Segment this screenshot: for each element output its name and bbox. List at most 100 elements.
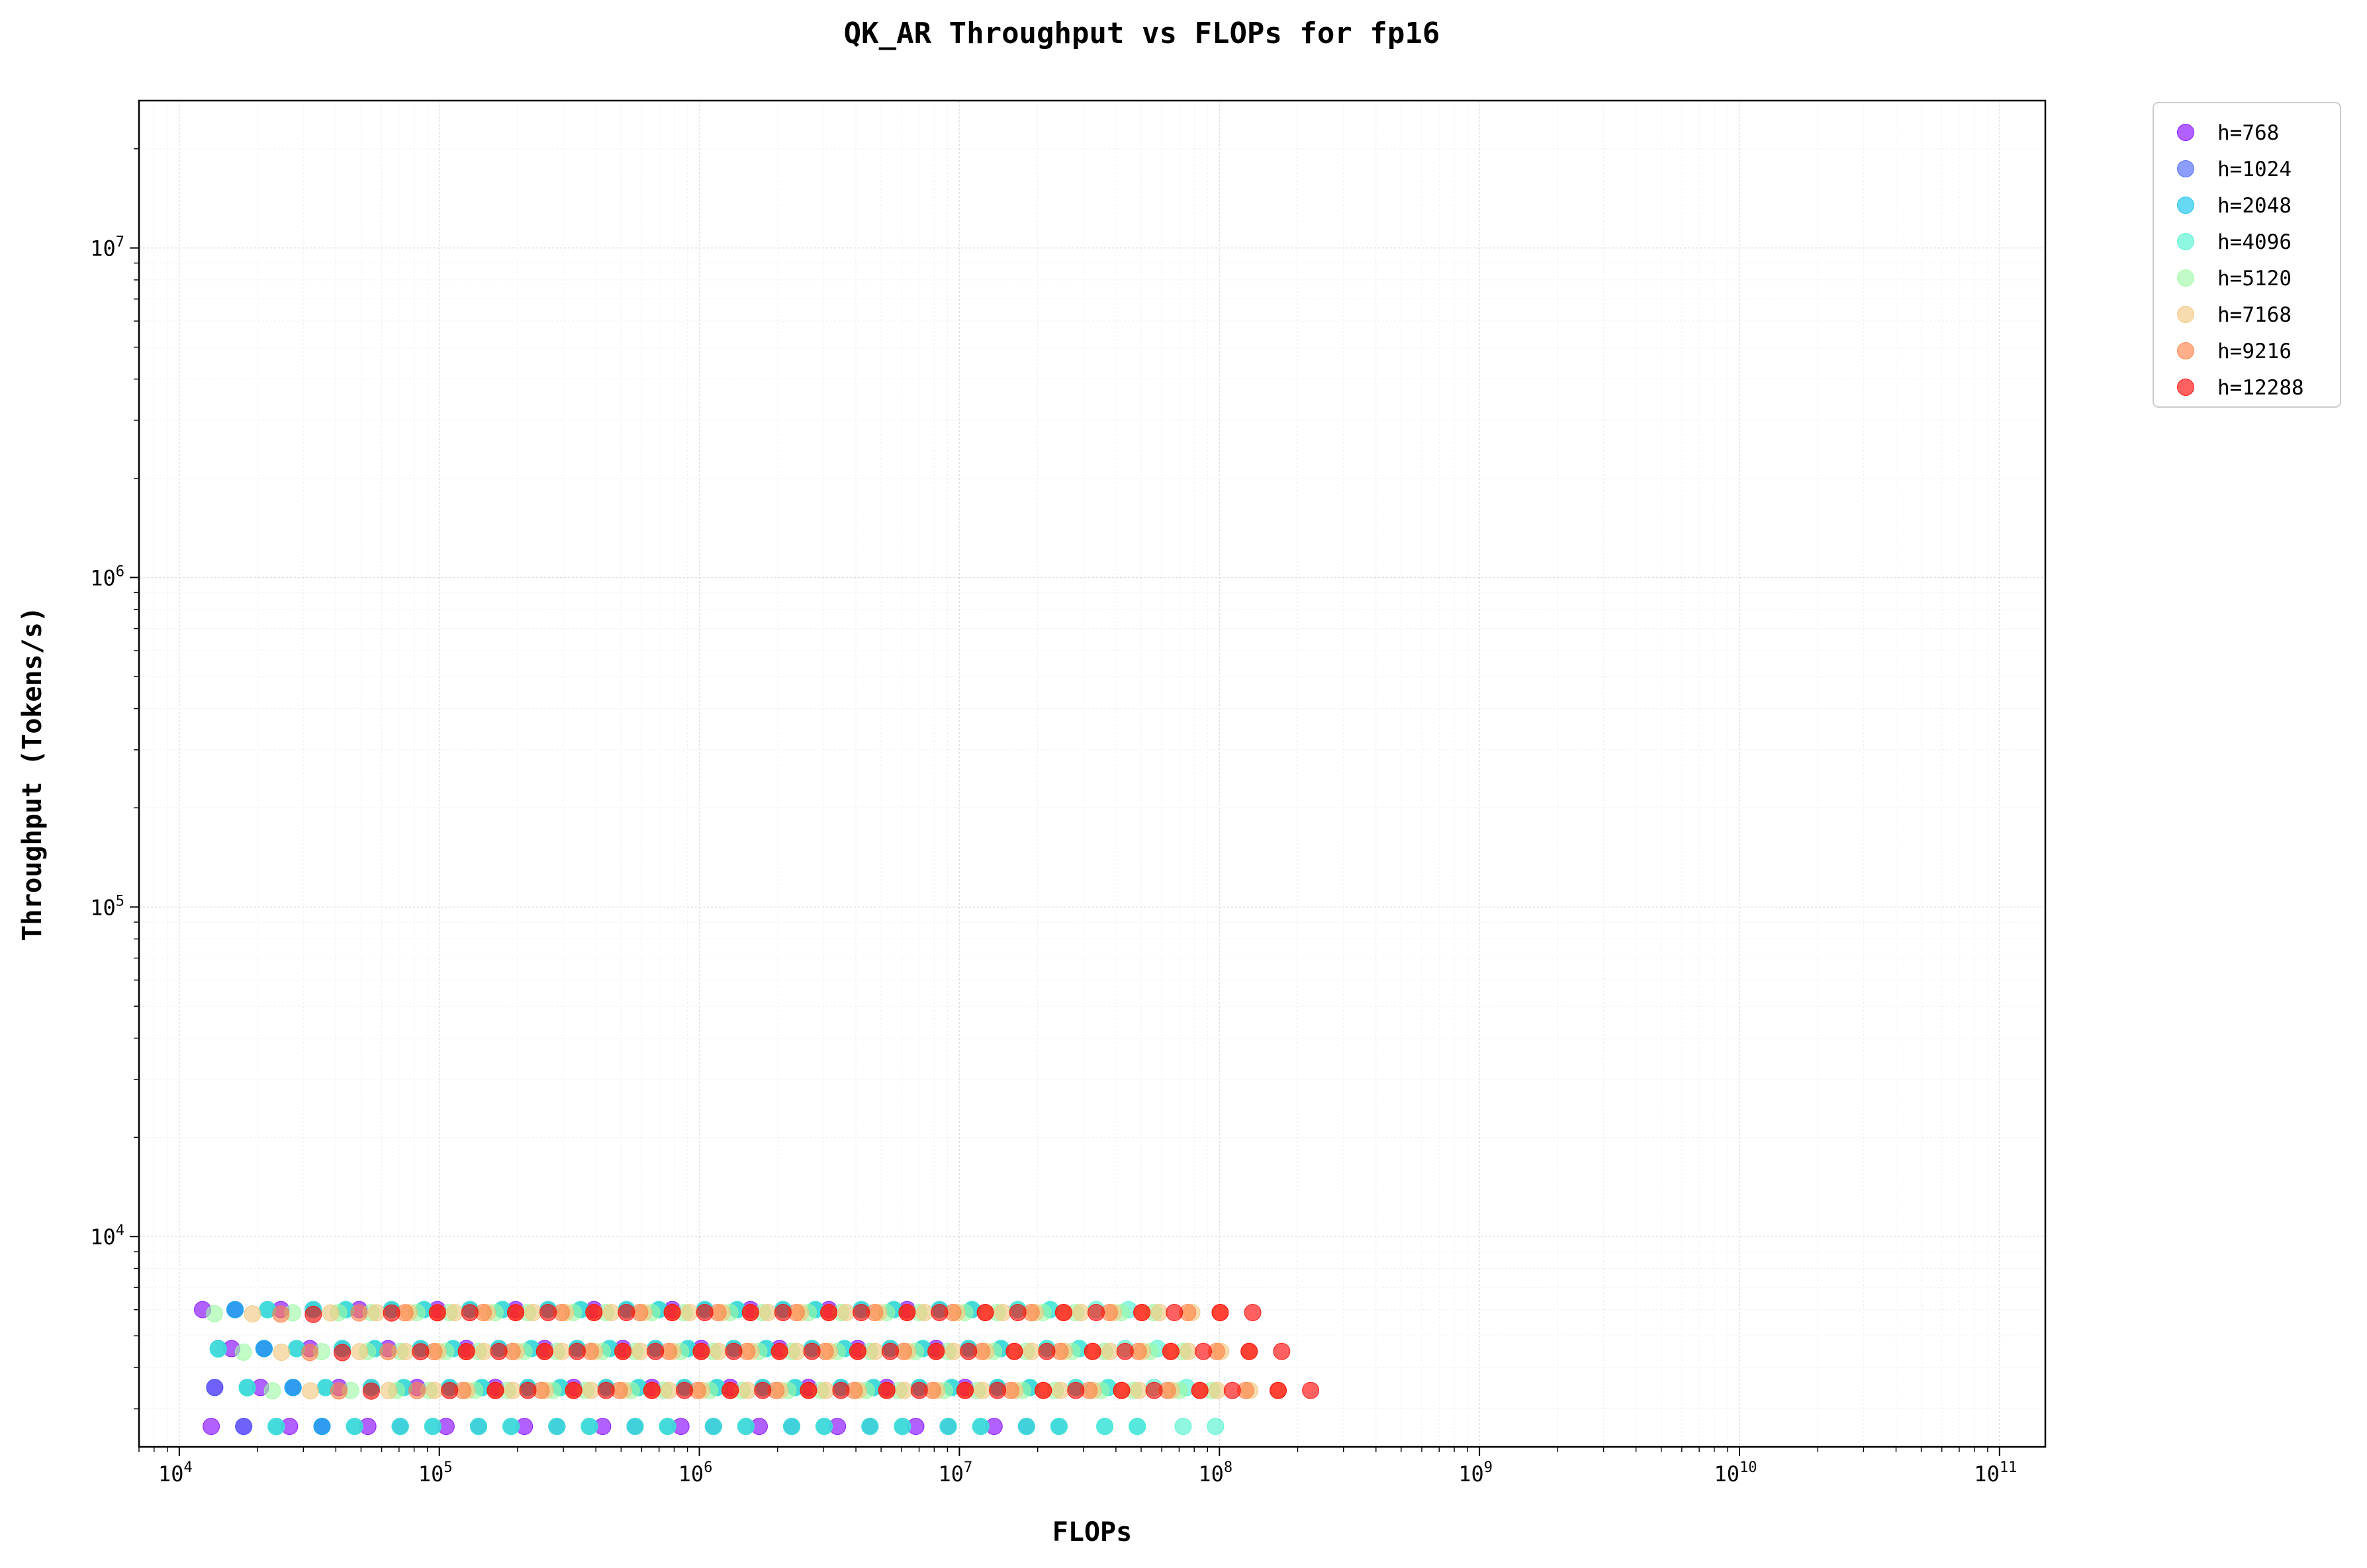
scatter-point [539,1304,557,1321]
scatter-point [209,1340,227,1358]
plot-area-background [139,101,2045,1447]
scatter-point [380,1381,398,1399]
scatter-point [1050,1418,1068,1436]
scatter-point [939,1418,957,1436]
scatter-point [424,1418,441,1436]
y-tick-label: 107 [90,234,124,261]
scatter-point [504,1381,522,1399]
scatter-point [203,1418,220,1436]
scatter-point [1054,1304,1072,1321]
scatter-point [896,1381,913,1399]
scatter-point [898,1304,916,1321]
scatter-point [820,1304,838,1321]
scatter-point [346,1418,363,1436]
scatter-point [226,1301,244,1318]
scatter-point [837,1304,855,1321]
scatter-point [334,1344,351,1361]
scatter-point [301,1344,319,1361]
legend-label: h=12288 [2217,376,2304,400]
scatter-point [945,1342,962,1360]
scatter-point [1195,1342,1212,1360]
scatter-point [519,1381,537,1399]
scatter-point [882,1342,899,1360]
scatter-point [1145,1381,1163,1399]
legend-marker [2177,379,2194,396]
scatter-point [817,1381,835,1399]
scatter-point [272,1305,290,1323]
plot-frame [138,99,2047,1448]
scatter-point [238,1379,256,1397]
scatter-point [1302,1381,1320,1399]
scatter-point [580,1418,598,1436]
scatter-point [861,1418,879,1436]
legend-frame [2153,102,2341,408]
scatter-point [663,1304,681,1321]
scatter-point [362,1382,380,1400]
y-tick-label: 106 [90,563,124,590]
legend-label: h=9216 [2217,340,2292,363]
scatter-point [994,1304,1011,1321]
grid-lines [138,101,2045,1447]
scatter-point [597,1381,615,1399]
scatter-point [754,1381,772,1399]
scatter-point [408,1381,426,1399]
legend-label: h=768 [2217,121,2279,145]
scatter-point [206,1379,224,1397]
scatter-point [585,1304,603,1321]
scatter-point [1150,1304,1168,1321]
scatter-point [426,1381,443,1399]
scatter-point [710,1342,727,1360]
x-axis-label: FLOPs [1052,1517,1132,1547]
scatter-point [894,1418,911,1436]
scatter-point [1211,1304,1229,1321]
axis-ticks [130,148,2000,1456]
scatter-point [441,1381,459,1399]
scatter-point [1101,1342,1119,1360]
scatter-point [461,1304,479,1322]
scatter-point [1017,1418,1035,1436]
x-tick-labels: 104 105 106 107 108 109 1010 1011 [158,1459,2017,1487]
scatter-point [614,1342,632,1360]
scatter-point [741,1304,759,1321]
scatter-point [565,1381,582,1399]
scatter-point [535,1342,553,1360]
scatter-point [1174,1418,1192,1436]
scatter-point [1067,1381,1085,1399]
x-tick-label: 108 [1198,1459,1232,1487]
scatter-point [643,1381,661,1399]
scatter-point [960,1342,978,1360]
scatter-point [457,1343,475,1360]
scatter-point [626,1418,644,1436]
scatter-point [446,1304,464,1321]
x-tick-label: 1010 [1714,1459,1757,1487]
scatter-point [910,1381,928,1399]
scatter-point [788,1342,806,1360]
legend-marker [2177,269,2194,287]
legend-label: h=4096 [2217,230,2292,254]
scatter-point [849,1342,866,1360]
scatter-point [284,1379,302,1397]
scatter-point [1223,1381,1241,1399]
scatter-point [737,1418,755,1436]
scatter-point [1240,1342,1258,1360]
y-tick-label: 104 [90,1222,124,1250]
scatter-point [974,1381,992,1399]
scatter-point [322,1304,340,1322]
scatter-point [1130,1381,1148,1399]
scatter-point [803,1342,821,1360]
scatter-point [1129,1418,1146,1436]
scatter-point [853,1304,870,1321]
scatter-point [774,1304,792,1321]
scatter-point [832,1381,850,1399]
scatter-point [696,1304,714,1321]
scatter-point [1207,1418,1225,1436]
scatter-point [502,1418,520,1436]
scatter-point [1180,1342,1197,1360]
scatter-point [1162,1342,1180,1360]
scatter-point [1116,1342,1134,1360]
scatter-point [487,1381,504,1399]
scatter-point [1270,1381,1287,1399]
scatter-point [815,1418,833,1436]
scatter-point [255,1340,273,1358]
scatter-point [507,1304,524,1322]
